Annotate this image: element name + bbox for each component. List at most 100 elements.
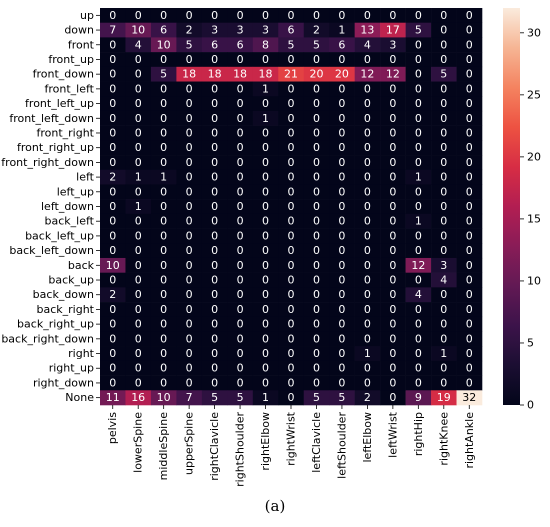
- cell-value-label: 0: [237, 244, 244, 257]
- cell-value-label: 0: [389, 156, 396, 169]
- heatmap-cell: [150, 184, 177, 200]
- heatmap-cell: [431, 316, 457, 332]
- heatmap-cell: [150, 169, 177, 185]
- cell-value-label: 0: [313, 332, 320, 345]
- cell-value-label: 0: [364, 185, 371, 198]
- cell-value-label: 0: [313, 53, 320, 66]
- row-label: back_left_up: [25, 229, 94, 242]
- cell-value-label: 0: [389, 171, 396, 184]
- cell-value-label: 5: [211, 391, 218, 404]
- heatmap-cell: [405, 169, 432, 185]
- heatmap-cell: [329, 302, 355, 318]
- cell-value-label: 0: [313, 9, 320, 22]
- heatmap-cell: [354, 140, 381, 156]
- heatmap-cell: [252, 125, 279, 141]
- heatmap-cell: [252, 8, 279, 24]
- heatmap-cell: [150, 52, 177, 68]
- heatmap-cell: [125, 213, 152, 229]
- heatmap-cell: [303, 155, 330, 171]
- cell-value-label: 0: [415, 141, 422, 154]
- cell-value-label: 0: [440, 24, 447, 37]
- heatmap-cell: [227, 375, 254, 391]
- heatmap-cell: [303, 22, 330, 38]
- cell-value-label: 0: [160, 185, 167, 198]
- heatmap-cell: [278, 213, 305, 229]
- heatmap-cell: [150, 316, 177, 332]
- cell-value-label: 21: [284, 68, 298, 81]
- heatmap-cell: [150, 96, 177, 112]
- heatmap-cell: [380, 243, 406, 259]
- cell-value-label: 0: [389, 82, 396, 95]
- heatmap-cell: [405, 110, 432, 126]
- row-label: up: [80, 9, 94, 22]
- row-label: right_up: [49, 362, 94, 375]
- heatmap-cell: [125, 184, 152, 200]
- heatmap-cell: [405, 331, 432, 347]
- heatmap-cell: [405, 390, 432, 406]
- heatmap-cell: [456, 199, 483, 215]
- heatmap-cell: [176, 346, 203, 362]
- cell-value-label: 0: [338, 362, 345, 375]
- cell-value-label: 0: [262, 244, 269, 257]
- heatmap-cell: [150, 272, 177, 288]
- row-label: front_left: [45, 82, 95, 95]
- heatmap-cell: [125, 390, 152, 406]
- cell-value-label: 0: [160, 362, 167, 375]
- cell-value-label: 0: [237, 112, 244, 125]
- colorbar-tick-label: 10: [527, 274, 541, 287]
- heatmap-cell: [431, 199, 457, 215]
- cell-value-label: 0: [211, 274, 218, 287]
- cell-value-label: 0: [338, 259, 345, 272]
- cell-value-label: 0: [186, 303, 193, 316]
- cell-value-label: 0: [237, 185, 244, 198]
- cell-value-label: 3: [211, 24, 218, 37]
- cell-value-label: 0: [109, 156, 116, 169]
- cell-value-label: 0: [466, 97, 473, 110]
- heatmap-cell: [100, 302, 126, 318]
- cell-value-label: 0: [135, 347, 142, 360]
- cell-value-label: 0: [466, 141, 473, 154]
- cell-value-label: 0: [109, 141, 116, 154]
- cell-value-label: 0: [186, 244, 193, 257]
- heatmap-cell: [405, 155, 432, 171]
- heatmap-cell: [329, 169, 355, 185]
- heatmap-cell: [380, 360, 406, 376]
- cell-value-label: 0: [466, 362, 473, 375]
- heatmap-cell: [100, 257, 126, 273]
- heatmap-cell: [227, 213, 254, 229]
- cell-value-label: 0: [313, 112, 320, 125]
- heatmap-cell: [329, 96, 355, 112]
- heatmap-cell: [227, 81, 254, 97]
- heatmap-cell: [201, 37, 228, 53]
- cell-value-label: 0: [466, 347, 473, 360]
- cell-value-label: 0: [160, 303, 167, 316]
- heatmap-cell: [227, 184, 254, 200]
- cell-value-label: 3: [237, 24, 244, 37]
- cell-value-label: 0: [237, 274, 244, 287]
- colorbar-gradient: [503, 8, 520, 405]
- cell-value-label: 0: [160, 288, 167, 301]
- heatmap-cell: [303, 375, 330, 391]
- heatmap-cell: [329, 346, 355, 362]
- cell-value-label: 4: [440, 274, 447, 287]
- cell-value-label: 0: [440, 171, 447, 184]
- heatmap-cell: [125, 140, 152, 156]
- cell-value-label: 0: [313, 141, 320, 154]
- heatmap-cell: [278, 81, 305, 97]
- cell-value-label: 0: [313, 376, 320, 389]
- heatmap-cell: [227, 37, 254, 53]
- cell-value-label: 0: [135, 229, 142, 242]
- row-label: down: [64, 24, 94, 37]
- cell-value-label: 0: [109, 274, 116, 287]
- cell-value-label: 0: [109, 38, 116, 51]
- cell-value-label: 5: [415, 24, 422, 37]
- heatmap-cell: [431, 110, 457, 126]
- heatmap-cell: [150, 155, 177, 171]
- cell-value-label: 0: [466, 288, 473, 301]
- heatmap-cell: [100, 155, 126, 171]
- cell-value-label: 0: [313, 347, 320, 360]
- cell-value-label: 2: [109, 171, 116, 184]
- heatmap-cell: [380, 110, 406, 126]
- heatmap-cell: [100, 331, 126, 347]
- cell-value-label: 0: [415, 229, 422, 242]
